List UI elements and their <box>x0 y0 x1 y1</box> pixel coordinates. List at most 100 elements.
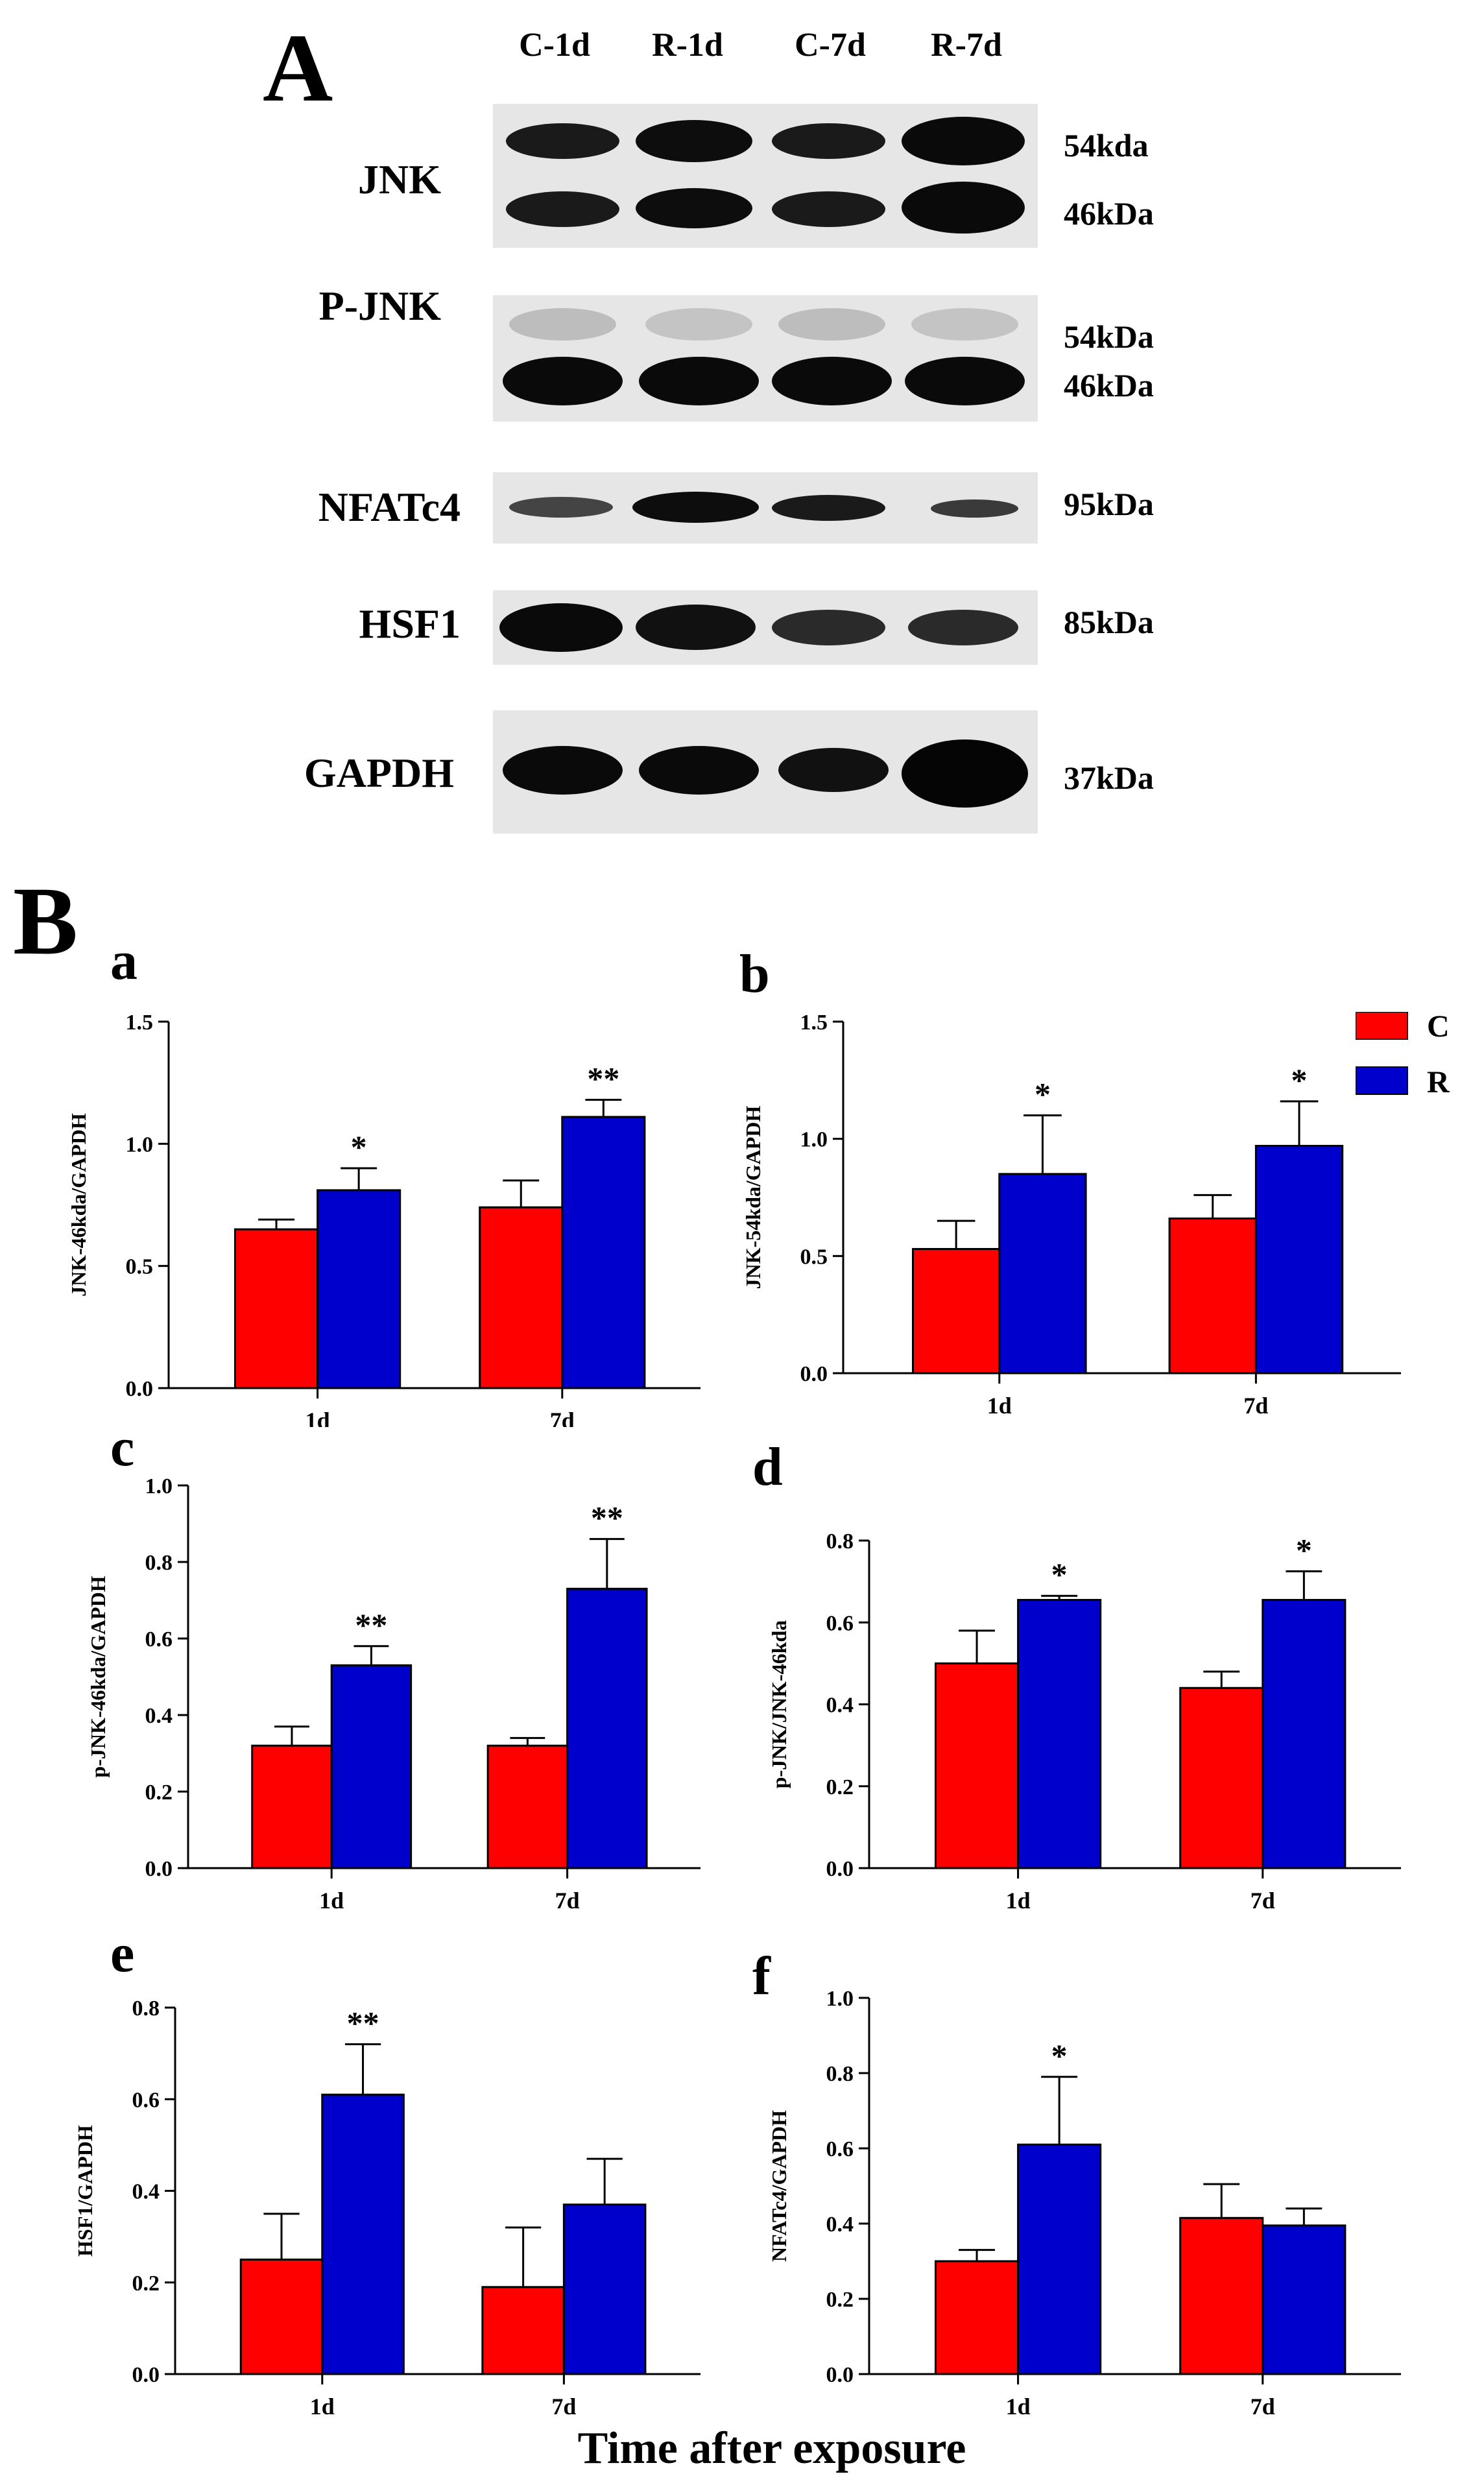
marker-label: 54kda <box>1064 127 1149 163</box>
y-tick-label: 0.2 <box>132 2272 160 2296</box>
bar-c <box>1179 1687 1264 1869</box>
y-tick-label: 1.0 <box>826 1987 854 2011</box>
x-tick-label: 7d <box>1251 1888 1275 1914</box>
y-tick-label: 0.5 <box>800 1245 828 1269</box>
lane-label: R-7d <box>931 27 1002 64</box>
bar-r <box>566 1587 648 1869</box>
y-axis-label: NFATc4/GAPDH <box>767 2110 791 2262</box>
marker-label: 46kDa <box>1064 195 1154 232</box>
band <box>902 182 1025 234</box>
y-tick-label: 0.8 <box>145 1551 173 1575</box>
significance-mark: ** <box>355 1607 387 1643</box>
legend-label-r: R <box>1427 1065 1450 1099</box>
significance-mark: * <box>1291 1062 1308 1098</box>
bar-r <box>321 2093 405 2375</box>
significance-mark: * <box>1051 1556 1068 1592</box>
bar-r <box>1262 1599 1346 1869</box>
bar-r <box>1017 1599 1102 1869</box>
band <box>506 191 619 227</box>
significance-mark: ** <box>591 1500 623 1536</box>
bar-r <box>562 2203 647 2375</box>
bar-c <box>486 1744 569 1869</box>
significance-mark: ** <box>587 1061 619 1097</box>
band <box>636 120 752 162</box>
bar-c <box>912 1247 1001 1375</box>
y-tick-label: 1.0 <box>126 1133 154 1157</box>
band <box>772 610 885 645</box>
bar-c <box>481 2286 565 2375</box>
legend-label-c: C <box>1427 1012 1450 1044</box>
y-axis-label: JNK-54kda/GAPDH <box>741 1106 765 1290</box>
band <box>772 191 885 227</box>
band <box>902 117 1025 165</box>
x-tick-label: 1d <box>1006 2394 1031 2419</box>
y-tick-label: 0.6 <box>826 1611 854 1635</box>
y-tick-label: 0.2 <box>145 1781 173 1805</box>
y-tick-label: 1.0 <box>145 1474 173 1498</box>
band <box>772 357 892 405</box>
chart-c: 0.0 0.2 0.4 0.6 0.8 1.0 p-JNK-46kda/GAPDH 1d ** 7… <box>86 1474 700 1914</box>
bar-c <box>935 1662 1020 1869</box>
y-axis-label: HSF1/GAPDH <box>73 2125 97 2257</box>
blot-p-jnk <box>493 295 1038 422</box>
panel-a-letter: A <box>263 14 333 122</box>
protein-label-nfatc4: NFATc4 <box>318 484 461 530</box>
x-tick-label: 1d <box>319 1888 344 1914</box>
subpanel-letter-d: d <box>752 1437 783 1497</box>
bar-c <box>234 1228 319 1389</box>
chart-b: 0.0 0.5 1.0 1.5 JNK-54kda/GAPDH 1d * 7d * <box>741 1011 1401 1419</box>
blot-gapdh <box>493 710 1038 834</box>
bar-r <box>330 1664 413 1869</box>
marker-label: 46kDa <box>1064 367 1154 403</box>
y-tick-label: 0.0 <box>132 2363 160 2387</box>
x-tick-label: 1d <box>987 1393 1012 1419</box>
bar-r <box>561 1116 646 1389</box>
y-tick-label: 1.5 <box>800 1011 828 1035</box>
significance-mark: * <box>1296 1531 1312 1568</box>
x-axis-title: Time after exposure <box>577 2423 966 2473</box>
x-tick-label: 7d <box>555 1888 580 1914</box>
bar-r <box>998 1173 1087 1375</box>
band <box>772 495 885 521</box>
y-tick-label: 0.6 <box>132 2088 160 2112</box>
subpanel-letter-a: a <box>110 931 138 991</box>
y-tick-label: 0.0 <box>145 1857 173 1881</box>
y-axis-label: JNK-46kda/GAPDH <box>67 1113 90 1297</box>
band <box>902 739 1028 808</box>
x-tick-label: 1d <box>1006 1888 1031 1914</box>
band <box>931 499 1018 518</box>
y-tick-label: 0.5 <box>126 1255 154 1279</box>
band <box>632 492 759 523</box>
bar-c <box>935 2260 1020 2375</box>
legend: C R <box>1356 1012 1450 1099</box>
marker-label: 95kDa <box>1064 486 1154 522</box>
lane-label: C-1d <box>519 27 590 64</box>
band <box>905 357 1025 405</box>
protein-label-jnk: JNK <box>358 156 441 202</box>
bar-c <box>1168 1218 1257 1375</box>
x-tick-label: 1d <box>305 1408 330 1427</box>
bar-c <box>251 1744 333 1869</box>
chart-d: 0.0 0.2 0.4 0.6 0.8 p-JNK/JNK-46kda 1d * 7d * <box>767 1530 1401 1914</box>
y-tick-label: 0.4 <box>826 2213 854 2237</box>
legend-swatch-r <box>1356 1066 1408 1095</box>
y-tick-label: 1.5 <box>126 1011 154 1035</box>
y-tick-label: 0.4 <box>132 2180 160 2204</box>
band <box>645 308 752 341</box>
bar-c <box>479 1206 564 1389</box>
x-tick-label: 7d <box>1243 1393 1268 1419</box>
y-tick-label: 0.0 <box>826 2363 854 2387</box>
x-tick-label: 7d <box>550 1408 575 1427</box>
band <box>636 605 756 650</box>
blot-nfatc4 <box>493 472 1038 544</box>
y-axis-label: p-JNK-46kda/GAPDH <box>86 1576 110 1777</box>
bar-c <box>1179 2216 1264 2375</box>
band <box>639 746 759 795</box>
y-tick-label: 0.0 <box>800 1362 828 1386</box>
y-tick-label: 0.6 <box>826 2137 854 2161</box>
y-tick-label: 0.2 <box>826 1775 854 1799</box>
y-tick-label: 0.8 <box>826 2062 854 2086</box>
band <box>503 357 623 405</box>
bar-r <box>317 1189 401 1389</box>
bar-r <box>1017 2143 1102 2375</box>
